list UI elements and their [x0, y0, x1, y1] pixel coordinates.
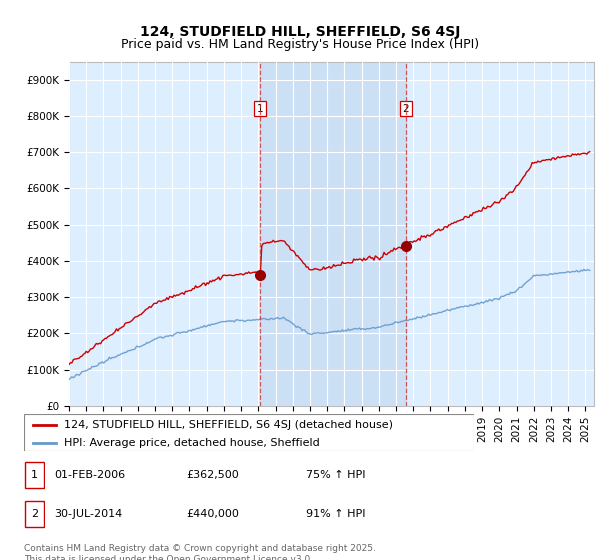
Text: £440,000: £440,000: [186, 508, 239, 519]
Text: 01-FEB-2006: 01-FEB-2006: [54, 470, 125, 480]
Text: 2: 2: [31, 508, 38, 519]
Text: 2: 2: [403, 104, 409, 114]
Text: HPI: Average price, detached house, Sheffield: HPI: Average price, detached house, Shef…: [65, 438, 320, 448]
Text: Contains HM Land Registry data © Crown copyright and database right 2025.
This d: Contains HM Land Registry data © Crown c…: [24, 544, 376, 560]
Bar: [25, 463, 44, 488]
Text: 1: 1: [256, 104, 263, 114]
Bar: [260, 62, 406, 406]
Bar: [25, 501, 44, 526]
Text: £362,500: £362,500: [186, 470, 239, 480]
Text: 30-JUL-2014: 30-JUL-2014: [54, 508, 122, 519]
Text: 91% ↑ HPI: 91% ↑ HPI: [306, 508, 365, 519]
Text: 124, STUDFIELD HILL, SHEFFIELD, S6 4SJ (detached house): 124, STUDFIELD HILL, SHEFFIELD, S6 4SJ (…: [65, 419, 394, 430]
Text: 124, STUDFIELD HILL, SHEFFIELD, S6 4SJ: 124, STUDFIELD HILL, SHEFFIELD, S6 4SJ: [140, 25, 460, 39]
Text: 75% ↑ HPI: 75% ↑ HPI: [306, 470, 365, 480]
Text: Price paid vs. HM Land Registry's House Price Index (HPI): Price paid vs. HM Land Registry's House …: [121, 38, 479, 50]
Text: 1: 1: [31, 470, 38, 480]
